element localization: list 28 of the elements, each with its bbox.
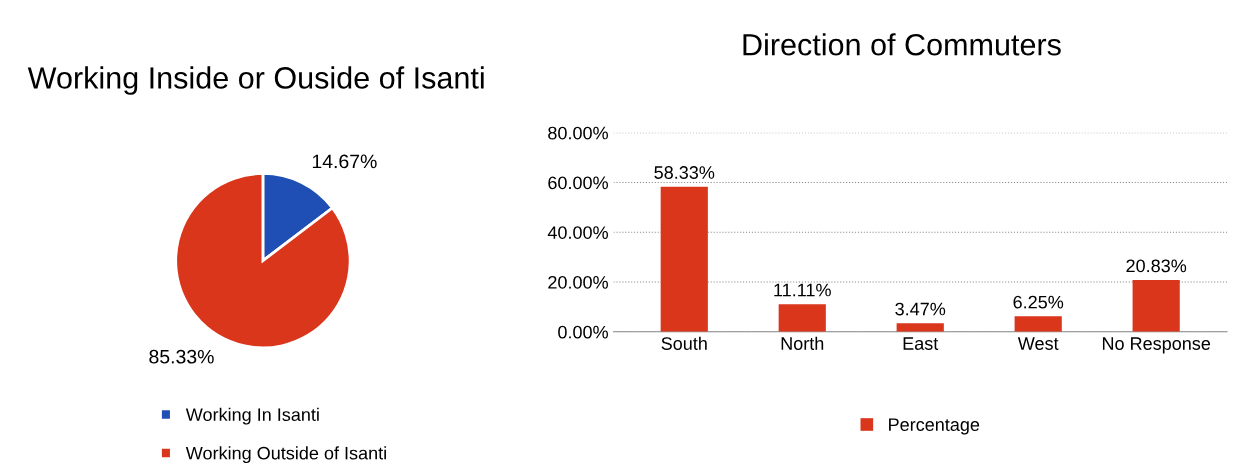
data-label: 11.11% bbox=[774, 283, 831, 297]
y-tick-label: 0.00% bbox=[558, 325, 608, 339]
data-label: 6.25% bbox=[1013, 295, 1064, 309]
x-tick-label: East bbox=[903, 337, 939, 350]
legend-label: Working In Isanti bbox=[185, 407, 319, 425]
x-tick-label: North bbox=[781, 336, 824, 350]
y-tick-label: 20.00% bbox=[548, 275, 608, 289]
y-tick-label: 40.00% bbox=[547, 226, 608, 239]
data-label: 58.33% bbox=[654, 166, 715, 179]
x-tick-label: No Response bbox=[1102, 337, 1211, 354]
data-label: 85.33% bbox=[149, 349, 214, 364]
y-tick-label: 60.00% bbox=[548, 176, 608, 190]
data-label: 3.47% bbox=[895, 302, 946, 316]
bar bbox=[896, 323, 944, 332]
x-tick-label: West bbox=[1017, 337, 1059, 350]
y-tick-label: 80.00% bbox=[548, 126, 608, 140]
chart-title: Working Inside or Ouside of Isanti bbox=[27, 66, 484, 95]
legend-label: Working Outside of Isanti bbox=[185, 446, 386, 464]
bar bbox=[1132, 279, 1180, 332]
x-tick-label: South bbox=[661, 336, 707, 350]
data-label: 14.67% bbox=[312, 154, 377, 169]
chart-title: Direction of Commuters bbox=[743, 33, 1061, 56]
bar bbox=[660, 186, 708, 332]
legend-label: Percentage bbox=[889, 418, 980, 435]
pie-slice bbox=[174, 172, 352, 350]
bar bbox=[1014, 316, 1062, 332]
bar bbox=[778, 304, 826, 332]
data-label: 20.83% bbox=[1126, 259, 1187, 273]
